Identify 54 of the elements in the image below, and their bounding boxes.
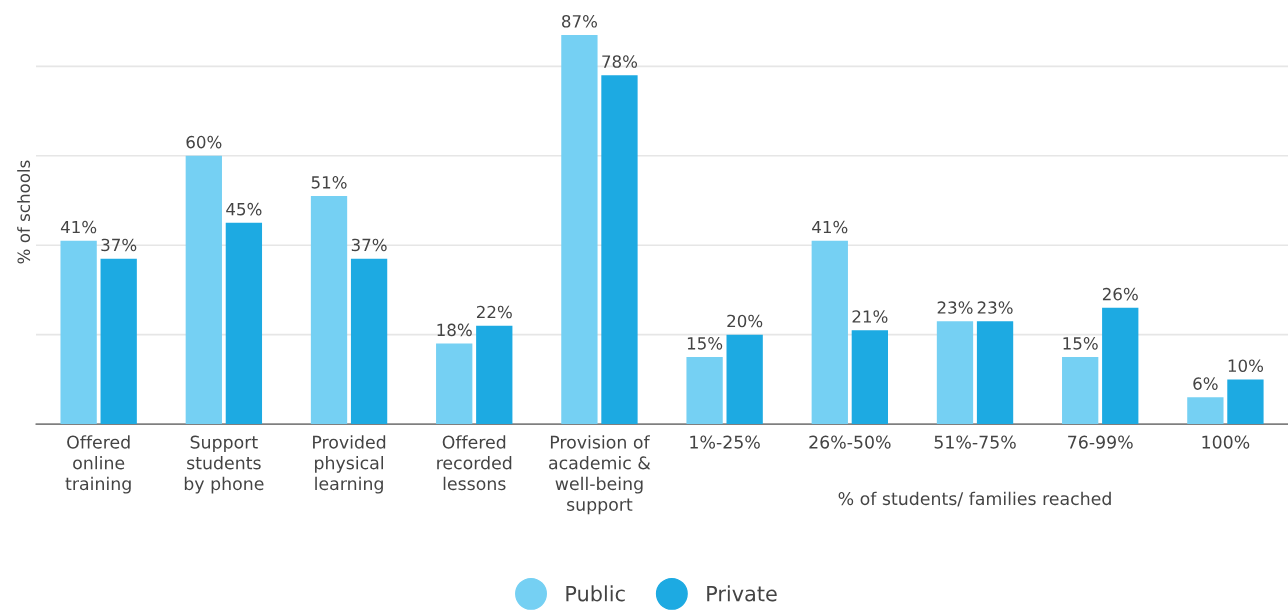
- bar: [936, 321, 974, 425]
- y-axis-title: % of schools: [17, 160, 31, 264]
- data-label: 37%: [351, 238, 387, 252]
- bar: [310, 196, 348, 425]
- data-label: 41%: [60, 220, 97, 234]
- x-tick-label: 1%-25%: [690, 435, 760, 449]
- bar: [1227, 379, 1264, 425]
- data-label: 10%: [1228, 359, 1264, 372]
- bar: [561, 35, 598, 425]
- data-label: 23%: [977, 301, 1013, 314]
- data-label: 51%: [311, 176, 347, 189]
- text: % of students/ families reached: [838, 491, 1111, 507]
- data-label: 20%: [727, 314, 763, 328]
- data-label: 23%: [937, 301, 973, 314]
- bar: [350, 258, 388, 425]
- data-label: 15%: [1063, 337, 1098, 350]
- bar: [726, 334, 763, 425]
- bar: [1102, 307, 1139, 425]
- bar: [1187, 397, 1224, 425]
- x-tick-label: Provision of academic & well-being support: [549, 435, 651, 515]
- bar: [851, 330, 889, 425]
- x-tick-label: Support students by phone: [184, 435, 264, 494]
- x-tick-label: 100%: [1202, 435, 1250, 449]
- data-label: 87%: [562, 15, 598, 28]
- bar: [100, 258, 137, 425]
- bar: [686, 357, 723, 425]
- data-label: 37%: [101, 238, 137, 252]
- data-label: 6%: [1193, 377, 1218, 390]
- data-label: 45%: [226, 202, 262, 216]
- x-tick-label: 76-99%: [1068, 435, 1133, 449]
- bar: [476, 325, 513, 425]
- legend-label: Private: [707, 585, 777, 602]
- bar: [225, 222, 263, 425]
- x-tick-label: 51%-75%: [934, 435, 1016, 449]
- bar: [60, 240, 97, 425]
- bar: [1062, 357, 1099, 425]
- x-tick-label: Provided physical learning: [313, 435, 386, 494]
- bar: [185, 155, 222, 425]
- x-tick-label: 26%-50%: [809, 435, 891, 449]
- data-label: 60%: [186, 135, 222, 149]
- data-label: 41%: [812, 220, 848, 234]
- data-label: 18%: [437, 323, 472, 337]
- legend-label: Public: [566, 585, 625, 602]
- data-label: 26%: [1102, 287, 1138, 301]
- data-label: 15%: [687, 337, 723, 350]
- x-tick-label: Offered recorded lessons: [437, 435, 512, 491]
- data-label: 22%: [476, 305, 512, 319]
- data-label: 21%: [852, 310, 888, 323]
- x-tick-label: Offered online training: [65, 435, 131, 494]
- bar: [811, 240, 848, 425]
- bar: [976, 321, 1014, 425]
- data-label: 78%: [602, 55, 638, 68]
- bar: [601, 75, 638, 425]
- bar: [436, 343, 473, 425]
